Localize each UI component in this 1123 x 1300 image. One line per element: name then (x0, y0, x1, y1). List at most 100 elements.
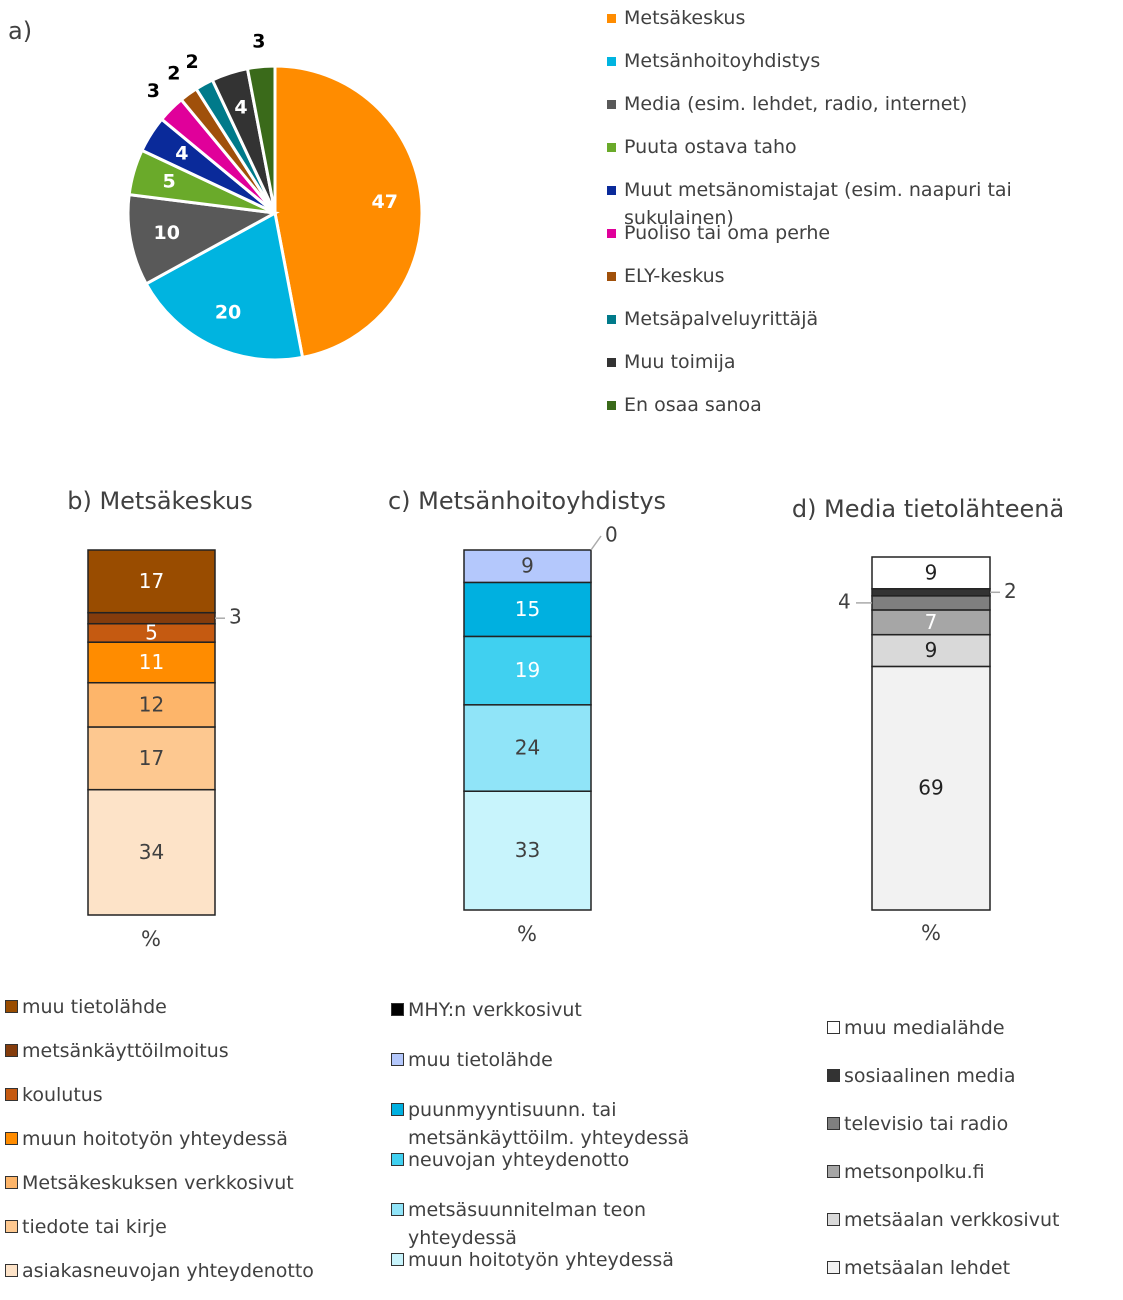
legend-label: metsonpolku.fi (844, 1161, 985, 1183)
legend-item: muun hoitotyön yhteydessä (5, 1125, 335, 1153)
legend-item: metsonpolku.fi (827, 1158, 1117, 1186)
slice-label: 47 (372, 191, 398, 213)
legend-swatch (391, 1003, 404, 1016)
legend-item: Muut metsänomistajat (esim. naapuri tai … (607, 176, 1123, 232)
legend-item: Metsäkeskuksen verkkosivut (5, 1169, 335, 1197)
legend-swatch (827, 1261, 840, 1274)
legend-swatch (391, 1053, 404, 1066)
legend-swatch (391, 1253, 404, 1266)
legend-label: muu medialähde (844, 1017, 1005, 1039)
data-label: 7 (925, 610, 938, 634)
data-label: 17 (139, 746, 164, 770)
legend-label: Puuta ostava taho (624, 136, 797, 158)
legend-swatch (5, 1044, 18, 1057)
legend-label: muun hoitotyön yhteydessä (22, 1128, 288, 1150)
legend-swatch (827, 1021, 840, 1034)
legend-swatch (5, 1264, 18, 1277)
legend-swatch (391, 1103, 404, 1116)
legend-label: muu tietolähde (408, 1049, 553, 1071)
data-label: 2 (1004, 579, 1017, 603)
slice-label: 4 (234, 97, 247, 119)
data-label: 11 (139, 650, 164, 674)
bar-segment (871, 609, 991, 636)
legend-swatch (607, 272, 616, 281)
legend-item: Muu toimija (607, 348, 736, 376)
data-label: 15 (515, 597, 540, 621)
legend-swatch (607, 186, 616, 195)
bar-title: b) Metsäkeskus (67, 487, 253, 515)
legend-label: muun hoitotyön yhteydessä (408, 1249, 674, 1271)
data-label: 5 (145, 620, 158, 644)
bar-segment (87, 726, 216, 791)
data-label: 9 (925, 638, 938, 662)
data-label: 3 (229, 605, 242, 629)
slice-label: 20 (215, 301, 241, 323)
legend-label: sosiaalinen media (844, 1065, 1016, 1087)
legend-swatch (607, 14, 616, 23)
x-axis-label: % (921, 921, 941, 945)
legend-label: asiakasneuvojan yhteydenotto (22, 1260, 314, 1282)
legend-swatch (5, 1132, 18, 1145)
legend-label: metsäalan verkkosivut (844, 1209, 1060, 1231)
legend-label: muu tietolähde (22, 996, 167, 1018)
x-axis-label: % (141, 927, 161, 951)
legend-item: sosiaalinen media (827, 1062, 1117, 1090)
legend-item: muun hoitotyön yhteydessä (391, 1246, 691, 1274)
legend-item: koulutus (5, 1081, 335, 1109)
legend-swatch (5, 1176, 18, 1189)
legend-item: muu medialähde (827, 1014, 1117, 1042)
legend-swatch (607, 401, 616, 410)
legend-swatch (607, 315, 616, 324)
legend-item: televisio tai radio (827, 1110, 1117, 1138)
pie-slice (144, 210, 305, 362)
legend-item: muu tietolähde (5, 993, 335, 1021)
legend-item: asiakasneuvojan yhteydenotto (5, 1257, 335, 1285)
legend-swatch (5, 1220, 18, 1233)
bar-title: d) Media tietolähteenä (792, 495, 1064, 523)
legend-swatch (607, 143, 616, 152)
data-label: 9 (521, 554, 534, 578)
legend-label: Metsänhoitoyhdistys (624, 50, 821, 72)
bar-segment (463, 635, 592, 706)
legend-label: televisio tai radio (844, 1113, 1009, 1135)
legend-item: metsänkäyttöilmoitus (5, 1037, 335, 1065)
bar-segment (463, 704, 592, 792)
legend-swatch (391, 1153, 404, 1166)
legend-swatch (607, 358, 616, 367)
legend-label: Muu toimija (624, 351, 736, 373)
legend-label: metsäalan lehdet (844, 1257, 1011, 1279)
pie-slice (245, 64, 277, 214)
data-label: 24 (515, 736, 540, 760)
legend-item: metsäsuunnitelman teon yhteydessä (391, 1196, 691, 1252)
legend-label: Metsäpalveluyrittäjä (624, 308, 819, 330)
legend-swatch (5, 1088, 18, 1101)
data-label: 33 (515, 838, 540, 862)
data-label: 0 (605, 523, 618, 547)
data-label: 19 (515, 658, 540, 682)
bar-title: c) Metsänhoitoyhdistys (388, 487, 666, 515)
legend-swatch (827, 1165, 840, 1178)
legend-label: neuvojan yhteydenotto (408, 1149, 630, 1171)
legend-label: Metsäkeskus (624, 7, 746, 29)
legend-item: ELY-keskus (607, 262, 725, 290)
legend-label: En osaa sanoa (624, 394, 762, 416)
legend-swatch (827, 1117, 840, 1130)
legend-swatch (5, 1000, 18, 1013)
bar-segment (871, 633, 991, 668)
data-label: 17 (139, 569, 164, 593)
legend-item: tiedote tai kirje (5, 1213, 335, 1241)
bar-segment (871, 556, 991, 590)
legend-label: Puoliso tai oma perhe (624, 222, 831, 244)
slice-label: 3 (147, 80, 160, 102)
slice-label: 4 (175, 142, 188, 164)
legend-swatch (827, 1213, 840, 1226)
legend-swatch (607, 57, 616, 66)
legend-item: Metsäkeskus (607, 4, 745, 32)
legend-item: Puoliso tai oma perhe (607, 219, 830, 247)
legend-label: puunmyyntisuunn. tai metsänkäyttöilm. yh… (408, 1099, 690, 1149)
bar-segment (871, 665, 991, 911)
legend-item: puunmyyntisuunn. tai metsänkäyttöilm. yh… (391, 1096, 691, 1152)
leader-line (590, 535, 602, 551)
